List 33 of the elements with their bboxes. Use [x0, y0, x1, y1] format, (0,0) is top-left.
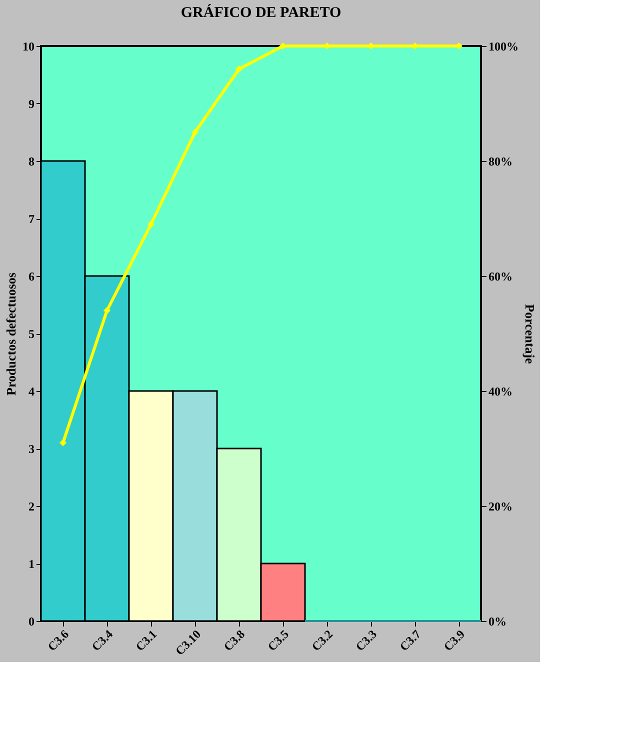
y-tick-label: 6 — [28, 270, 34, 284]
point — [59, 439, 67, 446]
y2-tick-label: 20% — [488, 500, 512, 514]
point — [191, 128, 199, 136]
point — [235, 65, 243, 73]
chart-title: GRÁFICO DE PARETO — [180, 4, 342, 21]
x-tick-label: C3.8 — [220, 627, 248, 654]
y2-tick-label: 0% — [488, 614, 506, 628]
y-tick-label: 8 — [28, 154, 34, 168]
x-tick-label: C3.4 — [88, 627, 116, 654]
y-tick-label: 7 — [28, 212, 34, 226]
y2-axis-title: Porcentaje — [522, 304, 538, 364]
y-tick-label: 10 — [22, 40, 34, 54]
point — [103, 306, 111, 314]
x-tick-label: C3.6 — [44, 627, 72, 654]
y2-tick-label: 80% — [488, 154, 512, 168]
y-tick-label: 4 — [28, 384, 34, 398]
point — [147, 220, 155, 228]
y-tick-label: 3 — [28, 442, 34, 456]
x-tick-label: C3.3 — [352, 627, 380, 654]
y2-tick-label: 60% — [488, 270, 512, 284]
x-tick-label: C3.5 — [264, 627, 292, 654]
y-tick-label: 0 — [28, 614, 34, 628]
y-tick-label: 2 — [28, 500, 34, 514]
y-tick-label: 1 — [28, 557, 34, 571]
x-tick-label: C3.9 — [440, 627, 468, 654]
y2-tick-label: 100% — [488, 40, 518, 54]
y-tick-label: 5 — [28, 327, 34, 341]
y-tick-label: 9 — [28, 97, 34, 111]
y2-tick-label: 40% — [488, 384, 512, 398]
x-tick-label: C3.2 — [308, 627, 336, 654]
x-tick-label: C3.1 — [132, 627, 160, 654]
y-axis-title: Productos defectuosos — [4, 272, 18, 396]
